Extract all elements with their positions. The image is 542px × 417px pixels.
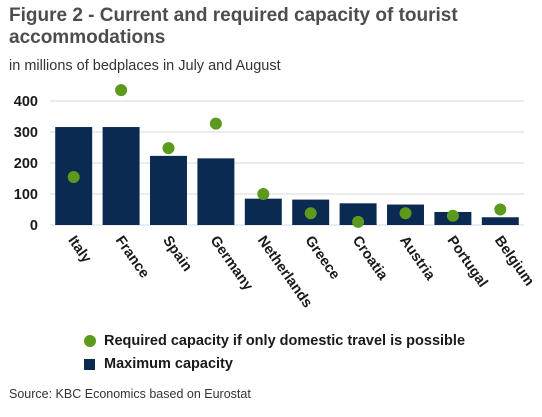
x-tick-label: Spain [159, 233, 195, 275]
bar-maximum-capacity [244, 198, 282, 225]
dot-required-capacity [67, 170, 80, 183]
legend-item-maximum: Maximum capacity [84, 356, 233, 372]
dot-required-capacity [399, 207, 412, 220]
x-tick-label: France [112, 233, 152, 281]
dot-required-capacity [446, 209, 459, 222]
dot-required-capacity [304, 207, 317, 220]
bar-maximum-capacity [102, 127, 140, 225]
legend-item-required: Required capacity if only domestic trave… [84, 333, 465, 349]
source-note: Source: KBC Economics based on Eurostat [9, 387, 251, 401]
legend-dot-icon [84, 335, 96, 347]
chart-title: Figure 2 - Current and required capacity… [9, 5, 458, 48]
x-tick-label: Germany [207, 233, 256, 294]
bar-maximum-capacity [339, 203, 377, 225]
y-tick-label: 200 [14, 156, 38, 172]
dot-required-capacity [494, 203, 507, 216]
chart-subtitle: in millions of bedplaces in July and Aug… [9, 58, 281, 74]
bar-maximum-capacity [197, 158, 235, 225]
legend-square-icon [84, 358, 95, 370]
x-tick-label: Greece [301, 233, 342, 282]
x-tick-label: Italy [64, 233, 94, 266]
x-tick-label: Belgium [491, 233, 537, 289]
bar-maximum-capacity [481, 217, 519, 225]
dot-required-capacity [352, 215, 365, 228]
dot-required-capacity [162, 142, 175, 155]
x-tick-label: Austria [396, 233, 438, 284]
dot-required-capacity [115, 84, 128, 97]
x-tick-label: Croatia [349, 233, 391, 284]
y-tick-label: 100 [14, 187, 38, 203]
dot-required-capacity [257, 188, 270, 200]
dot-required-capacity [209, 117, 222, 130]
legend-label-maximum: Maximum capacity [104, 356, 233, 372]
y-tick-label: 300 [14, 125, 38, 141]
y-tick-label: 400 [14, 94, 38, 110]
x-tick-label: Portugal [444, 233, 491, 290]
bar-maximum-capacity [150, 155, 187, 225]
y-tick-label: 0 [30, 218, 38, 234]
legend-label-required: Required capacity if only domestic trave… [104, 333, 466, 349]
